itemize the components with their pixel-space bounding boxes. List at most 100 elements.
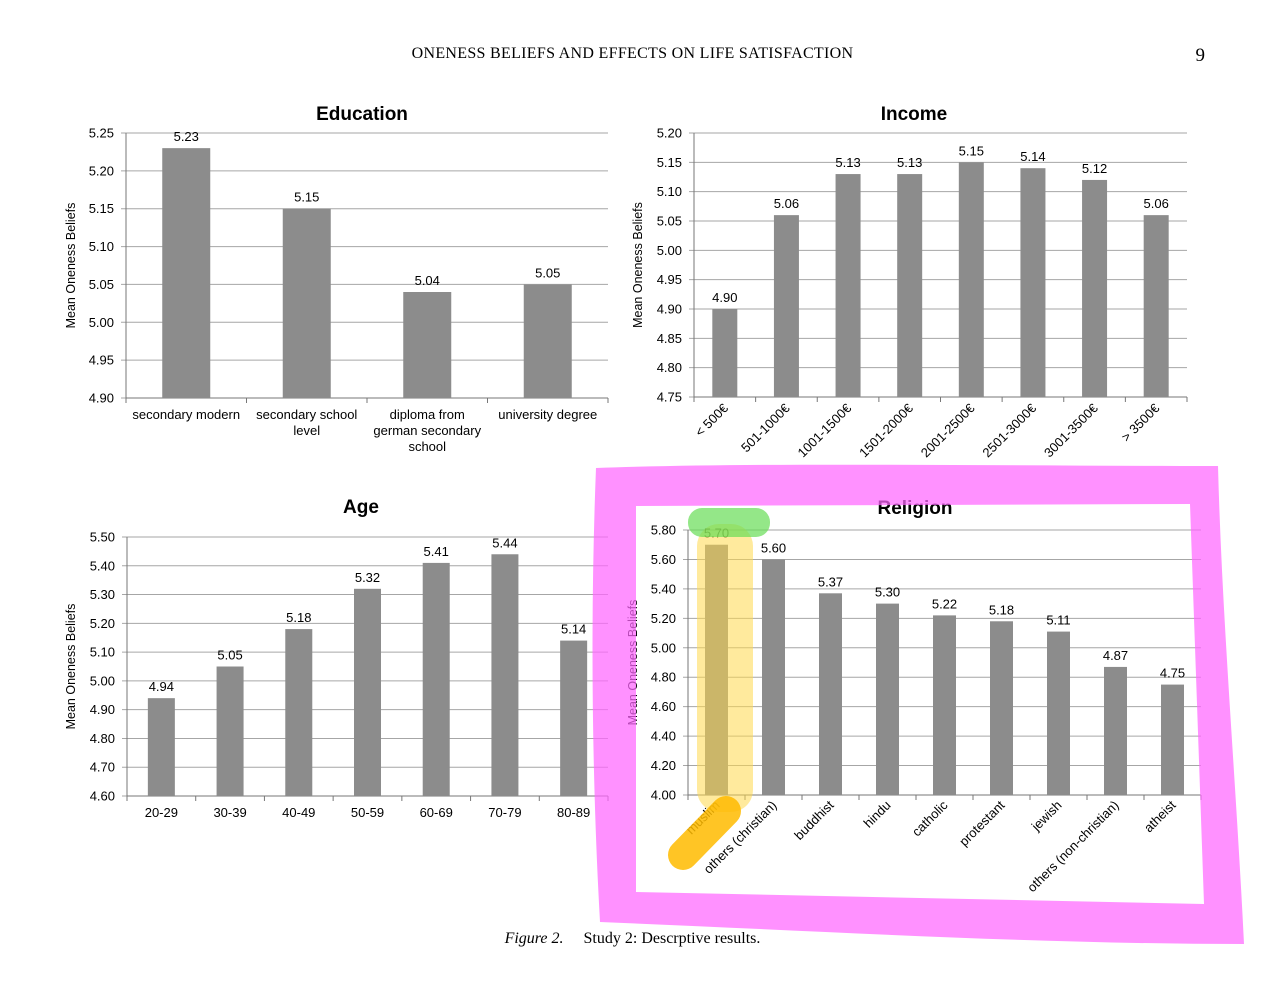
education-y-tick-label: 5.15 — [89, 201, 114, 216]
income-bar — [712, 309, 738, 397]
income-bar — [1020, 168, 1046, 397]
education-bar — [162, 148, 211, 398]
income-data-label: 5.06 — [774, 196, 799, 211]
religion-data-label: 5.18 — [989, 602, 1014, 617]
age-y-tick-label: 4.90 — [90, 702, 115, 717]
religion-data-label: 5.60 — [761, 540, 786, 555]
religion-y-tick-label: 5.40 — [651, 581, 676, 596]
income-bar — [958, 162, 984, 397]
religion-y-tick-label: 4.00 — [651, 788, 676, 803]
age-y-tick-label: 5.40 — [90, 558, 115, 573]
income-y-axis-label: Mean Oneness Beliefs — [631, 202, 645, 328]
income-data-label: 5.06 — [1144, 196, 1169, 211]
income-y-tick-label: 4.75 — [657, 390, 682, 405]
age-category-label: 80-89 — [557, 805, 590, 820]
income-bar — [1082, 179, 1108, 397]
religion-y-tick-label: 5.80 — [651, 523, 676, 538]
religion-category-label: catholic — [909, 797, 951, 839]
education-y-tick-label: 4.95 — [89, 353, 114, 368]
income-data-label: 5.12 — [1082, 161, 1107, 176]
income-y-tick-label: 5.00 — [657, 243, 682, 258]
religion-y-tick-label: 5.20 — [651, 611, 676, 626]
age-y-tick-label: 5.20 — [90, 616, 115, 631]
age-data-label: 5.44 — [492, 535, 517, 550]
income-bar — [1143, 215, 1169, 397]
age-bar — [285, 629, 313, 796]
religion-y-tick-label: 4.40 — [651, 729, 676, 744]
education-data-label: 5.04 — [415, 273, 440, 288]
education-bar — [523, 284, 572, 398]
income-data-label: 5.14 — [1020, 149, 1045, 164]
income-data-label: 5.13 — [897, 155, 922, 170]
religion-y-tick-label: 4.80 — [651, 670, 676, 685]
age-data-label: 4.94 — [149, 679, 174, 694]
religion-bar — [762, 559, 785, 795]
age-bar — [560, 640, 588, 796]
income-y-tick-label: 4.90 — [657, 302, 682, 317]
education-category-label: diploma from german secondary school — [373, 407, 481, 454]
religion-data-label: 5.37 — [818, 574, 843, 589]
age-bar — [147, 698, 175, 796]
religion-category-label: protestant — [956, 797, 1008, 849]
age-y-tick-label: 4.70 — [90, 760, 115, 775]
education-y-tick-label: 5.25 — [89, 126, 114, 141]
religion-bar — [990, 621, 1013, 795]
education-category-label: secondary school level — [256, 407, 357, 438]
religion-y-tick-label: 5.60 — [651, 552, 676, 567]
education-y-tick-label: 5.00 — [89, 315, 114, 330]
figure-label: Figure 2. — [504, 930, 564, 947]
age-category-label: 60-69 — [420, 805, 453, 820]
religion-data-label: 5.70 — [704, 526, 729, 541]
age-y-axis-label: Mean Oneness Beliefs — [64, 604, 78, 730]
income-data-label: 4.90 — [712, 290, 737, 305]
education-data-label: 5.15 — [294, 190, 319, 205]
religion-data-label: 4.87 — [1103, 648, 1128, 663]
age-bar — [422, 562, 450, 796]
education-category-label: university degree — [498, 407, 597, 422]
age-bar — [216, 666, 244, 796]
age-y-tick-label: 4.60 — [90, 789, 115, 804]
religion-y-tick-label: 5.00 — [651, 640, 676, 655]
figure-caption: Figure 2. Study 2: Descrptive results. — [0, 930, 1265, 948]
age-chart-title: Age — [343, 497, 379, 518]
income-y-tick-label: 4.85 — [657, 331, 682, 346]
age-y-tick-label: 5.50 — [90, 530, 115, 545]
income-y-tick-label: 5.20 — [657, 126, 682, 141]
age-data-label: 5.05 — [217, 648, 242, 663]
income-y-tick-label: 5.15 — [657, 155, 682, 170]
education-data-label: 5.23 — [174, 129, 199, 144]
religion-category-label: hindu — [861, 798, 894, 831]
religion-category-label: jewish — [1028, 798, 1065, 835]
religion-bar — [705, 544, 728, 795]
income-bar — [835, 174, 861, 397]
religion-bar — [1047, 631, 1070, 795]
income-chart-title: Income — [881, 104, 948, 125]
age-y-tick-label: 4.80 — [90, 731, 115, 746]
religion-category-label: buddhist — [791, 797, 837, 843]
age-data-label: 5.41 — [424, 544, 449, 559]
education-data-label: 5.05 — [535, 265, 560, 280]
religion-bar — [1104, 666, 1127, 795]
religion-chart-title: Religion — [878, 498, 953, 519]
age-y-tick-label: 5.10 — [90, 645, 115, 660]
religion-data-label: 4.75 — [1160, 666, 1185, 681]
income-y-tick-label: 4.80 — [657, 360, 682, 375]
religion-category-label: atheist — [1141, 797, 1179, 835]
income-y-tick-label: 5.10 — [657, 184, 682, 199]
religion-category-label: muslim — [683, 798, 723, 838]
education-chart-title: Education — [316, 104, 408, 125]
religion-y-tick-label: 4.60 — [651, 699, 676, 714]
age-bar — [491, 554, 519, 796]
age-category-label: 40-49 — [282, 805, 315, 820]
education-y-axis-label: Mean Oneness Beliefs — [64, 203, 78, 329]
education-bar — [403, 292, 452, 398]
religion-bar — [876, 603, 899, 795]
running-header: ONENESS BELIEFS AND EFFECTS ON LIFE SATI… — [411, 45, 854, 62]
income-y-tick-label: 5.05 — [657, 214, 682, 229]
religion-y-tick-label: 4.20 — [651, 758, 676, 773]
age-category-label: 30-39 — [213, 805, 246, 820]
